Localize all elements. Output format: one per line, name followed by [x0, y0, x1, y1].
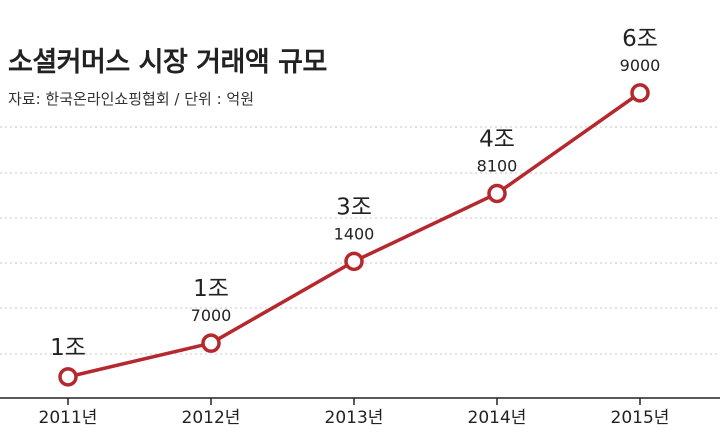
- data-label-main: 3조: [336, 194, 372, 220]
- x-tick-label: 2013년: [325, 408, 384, 428]
- data-point-marker: [344, 251, 364, 272]
- data-label-main: 6조: [622, 26, 658, 52]
- data-label-main: 1조: [193, 276, 229, 302]
- x-tick-label: 2014년: [468, 408, 527, 428]
- data-label-sub: 7000: [191, 306, 232, 325]
- data-point-marker: [58, 367, 78, 387]
- data-label-main: 4조: [479, 126, 515, 152]
- data-label-sub: 9000: [620, 56, 661, 75]
- chart-subtitle: 자료: 한국온라인쇼핑협회 / 단위 : 억원: [8, 90, 255, 108]
- data-label-sub: 8100: [477, 156, 518, 175]
- x-tick-label: 2011년: [39, 408, 98, 428]
- x-tick-label: 2015년: [611, 408, 670, 428]
- chart-title: 소셜커머스 시장 거래액 규모: [8, 47, 327, 78]
- data-label-main: 1조: [50, 335, 86, 361]
- data-point-marker: [630, 83, 650, 103]
- x-tick-label: 2012년: [182, 408, 241, 428]
- data-point-marker: [487, 183, 507, 204]
- data-label-sub: 1400: [334, 224, 375, 243]
- data-point-marker: [201, 333, 221, 353]
